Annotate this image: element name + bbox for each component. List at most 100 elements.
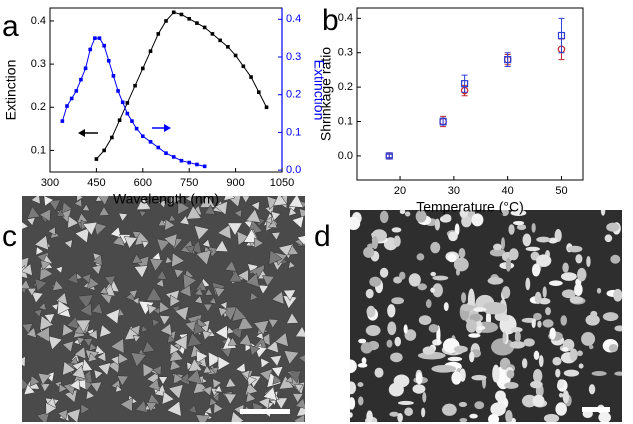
- particle: [22, 355, 26, 368]
- particle: [350, 412, 353, 418]
- y2-axis-title: Extinction: [311, 60, 327, 121]
- marker: [130, 119, 134, 123]
- particle: [98, 196, 110, 206]
- particle: [254, 237, 264, 249]
- particle: [128, 289, 138, 299]
- x-axis-title: Temperature (°C): [416, 199, 524, 215]
- particle: [562, 262, 569, 273]
- particle: [79, 302, 93, 318]
- particle: [288, 207, 298, 217]
- particle: [453, 257, 469, 272]
- particle: [76, 336, 86, 345]
- particle: [508, 248, 519, 261]
- particle: [481, 301, 507, 315]
- particle: [350, 359, 357, 374]
- particle: [296, 235, 305, 246]
- particle: [557, 379, 565, 389]
- particle: [204, 406, 213, 415]
- particle: [291, 215, 305, 229]
- particle: [224, 393, 237, 405]
- x-tick-label: 20: [394, 185, 406, 197]
- marker: [141, 134, 145, 138]
- particle: [238, 333, 253, 347]
- marker: [179, 12, 184, 17]
- particle: [48, 199, 61, 212]
- particle: [241, 196, 251, 204]
- particle: [26, 217, 36, 227]
- particle: [534, 291, 542, 305]
- particle: [163, 233, 178, 248]
- particle: [471, 213, 484, 227]
- particle: [443, 302, 449, 311]
- particle: [157, 218, 167, 227]
- particle: [492, 364, 500, 383]
- y-tick-label: 0.3: [338, 47, 353, 59]
- particle: [80, 403, 91, 415]
- particle: [542, 286, 547, 298]
- particle: [98, 206, 110, 216]
- particle: [182, 273, 197, 290]
- particle: [537, 320, 542, 328]
- particle: [510, 210, 527, 217]
- particle: [512, 220, 525, 226]
- particle: [159, 315, 171, 326]
- particle: [422, 346, 435, 355]
- particle: [403, 324, 408, 334]
- particle: [508, 224, 515, 235]
- arrow: [152, 124, 171, 132]
- marker: [439, 117, 447, 126]
- particle: [171, 252, 185, 268]
- particle: [267, 318, 279, 329]
- panel-label: c: [2, 220, 17, 253]
- particle: [360, 342, 373, 354]
- particle: [421, 407, 426, 418]
- plot-frame: [356, 7, 584, 181]
- particle: [602, 312, 619, 322]
- particle: [514, 330, 521, 343]
- particle: [177, 200, 191, 216]
- particle: [133, 265, 149, 279]
- particle: [283, 350, 300, 365]
- particle: [447, 253, 457, 263]
- particle: [169, 343, 180, 355]
- particle: [224, 260, 237, 272]
- particle: [142, 340, 156, 354]
- particle: [560, 272, 577, 281]
- particle: [45, 402, 57, 416]
- particle: [523, 338, 535, 347]
- particle: [92, 254, 103, 266]
- particle: [97, 362, 112, 376]
- particle: [227, 222, 243, 236]
- marker: [120, 100, 125, 105]
- particle: [399, 210, 406, 215]
- particle: [201, 238, 211, 248]
- particle: [58, 383, 68, 394]
- particle: [119, 397, 133, 412]
- particle: [525, 246, 540, 252]
- marker: [148, 49, 153, 53]
- particle: [610, 254, 621, 264]
- particle: [212, 378, 222, 389]
- particle: [561, 289, 576, 299]
- particle: [286, 312, 299, 324]
- marker: [195, 162, 199, 167]
- particle: [61, 201, 73, 214]
- particle: [55, 265, 63, 274]
- particle: [596, 287, 602, 294]
- particle: [469, 351, 475, 363]
- particle: [227, 336, 238, 346]
- particle: [99, 286, 109, 295]
- particle: [350, 381, 357, 395]
- particle: [461, 292, 467, 304]
- particle: [578, 363, 584, 369]
- particle: [588, 384, 596, 395]
- marker: [102, 43, 106, 48]
- particle: [489, 248, 506, 257]
- particle: [502, 331, 507, 344]
- particle: [408, 273, 421, 287]
- particle: [397, 400, 414, 406]
- marker: [117, 118, 122, 123]
- particle: [246, 375, 258, 387]
- scale-bar: [240, 409, 290, 414]
